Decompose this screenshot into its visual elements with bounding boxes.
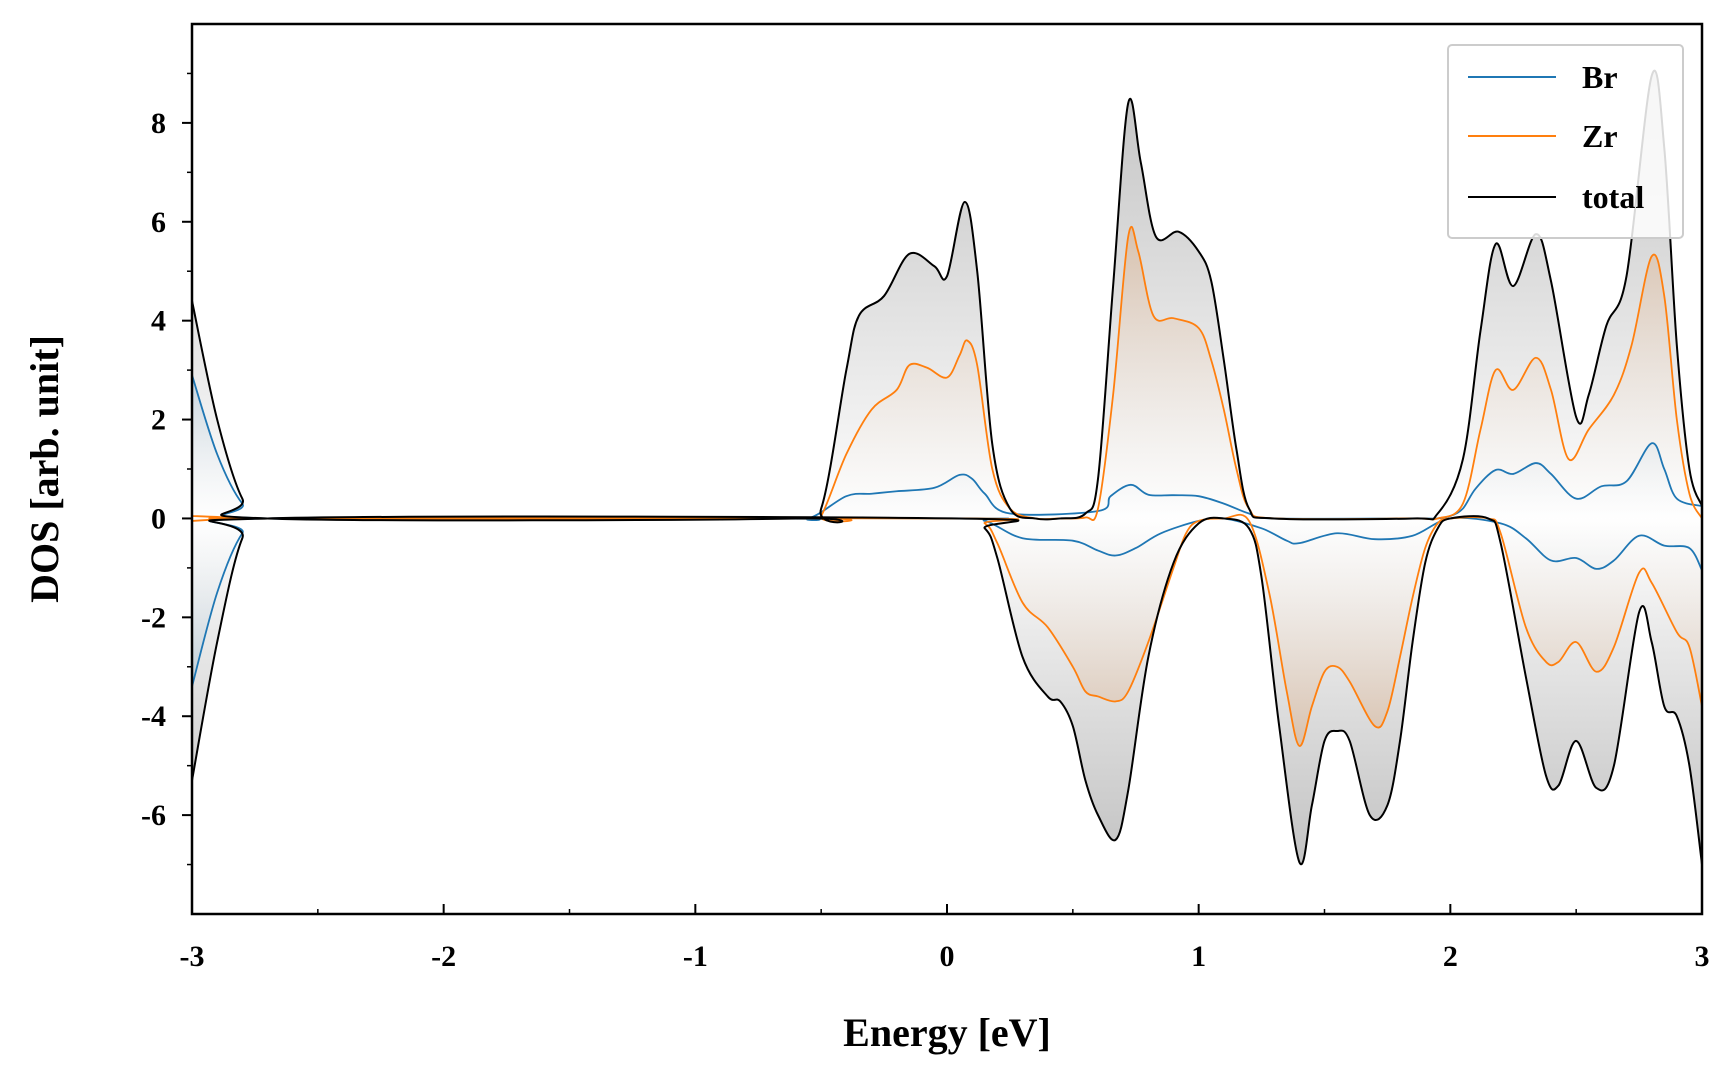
fill-br-up [192, 375, 1702, 521]
line-br-up [192, 374, 1702, 521]
y-tick-label: -6 [141, 799, 166, 832]
line-zr-up [192, 226, 1702, 523]
y-tick-label: 2 [151, 404, 166, 437]
x-tick-label: -3 [180, 940, 205, 973]
legend: Br Zr total [1447, 44, 1684, 239]
y-tick-label: 8 [151, 107, 166, 140]
axis-ticks: -3 -2 -1 0 1 2 3 -6 -4 -2 0 2 4 6 8 [141, 72, 1710, 973]
line-total-down [192, 515, 1702, 866]
fill-br-down [192, 517, 1702, 687]
x-tick-label: 1 [1191, 940, 1206, 973]
line-zr-down [192, 513, 1702, 747]
fill-zr-down [192, 514, 1702, 747]
y-tick-label: 4 [151, 305, 166, 338]
fill-total-down [192, 516, 1702, 865]
line-br-down [192, 516, 1702, 687]
y-tick-label: -4 [141, 700, 166, 733]
x-tick-label: -1 [683, 940, 708, 973]
y-tick-label: 6 [151, 206, 166, 239]
legend-label-br: Br [1582, 59, 1618, 95]
dos-fills [192, 70, 1702, 865]
x-tick-label: 3 [1695, 940, 1710, 973]
fill-total-up [192, 70, 1702, 523]
x-tick-label: -2 [431, 940, 456, 973]
dos-lines [192, 69, 1702, 866]
y-axis-title: DOS [arb. unit] [22, 335, 67, 603]
legend-label-total: total [1582, 179, 1644, 215]
x-tick-label: 2 [1443, 940, 1458, 973]
y-tick-label: 0 [151, 502, 166, 535]
x-axis-title: Energy [eV] [843, 1010, 1051, 1055]
line-total-up [192, 69, 1702, 524]
legend-label-zr: Zr [1582, 118, 1618, 154]
legend-box [1447, 44, 1684, 239]
x-tick-label: 0 [940, 940, 955, 973]
y-tick-label: -2 [141, 601, 166, 634]
